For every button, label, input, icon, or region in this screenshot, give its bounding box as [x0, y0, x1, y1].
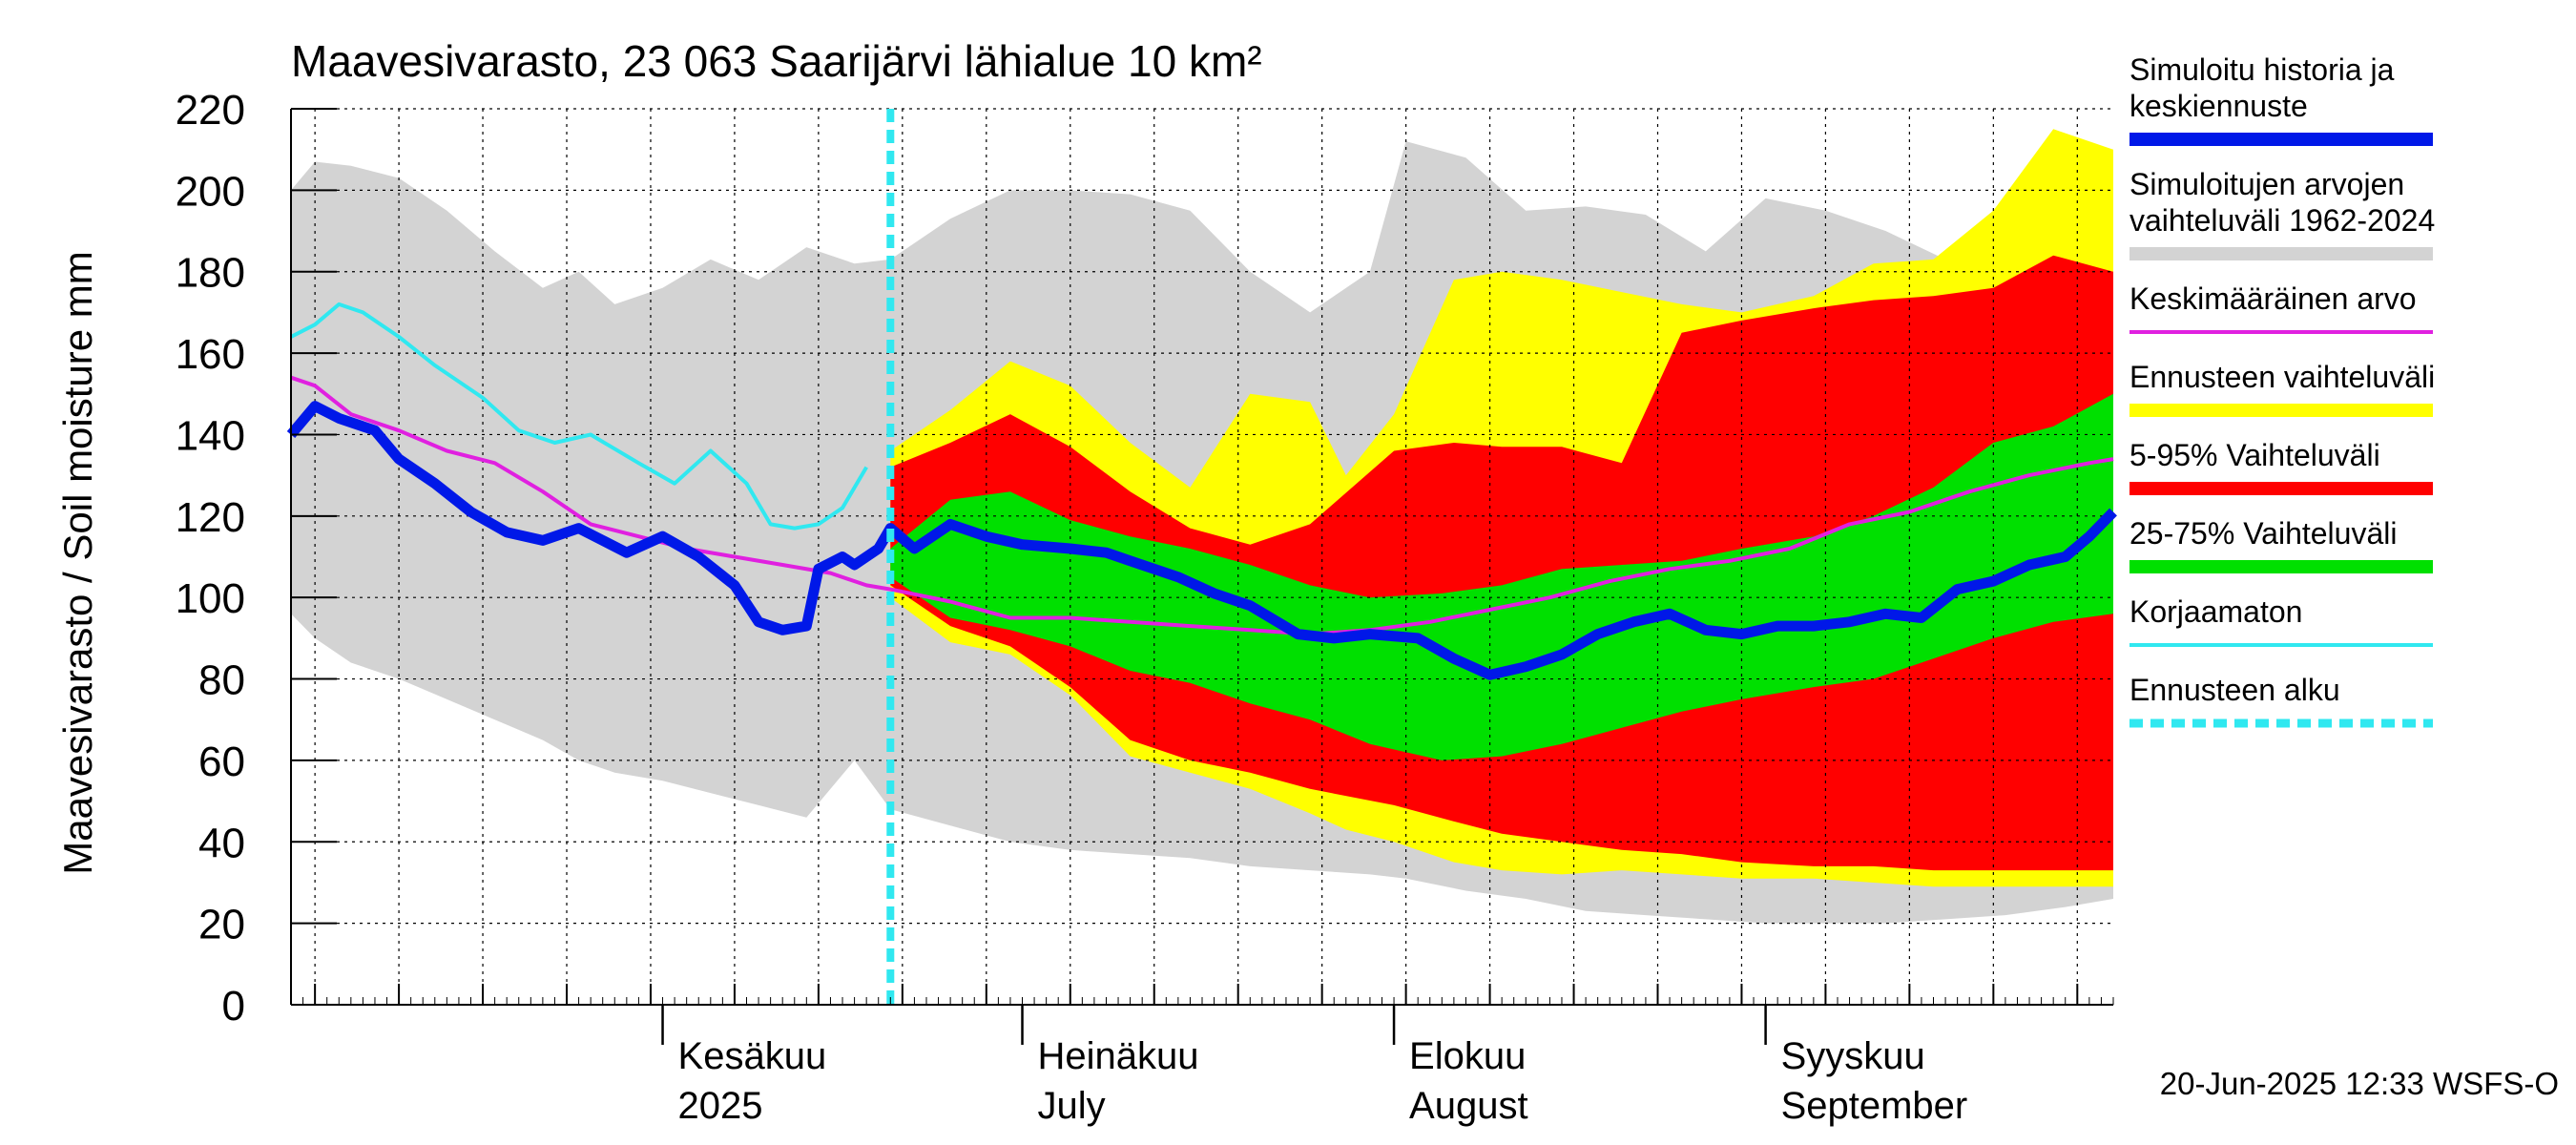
band-5-95-vaihteluvali	[890, 255, 2113, 871]
line-keskimaarainen-arvo	[290, 375, 2114, 636]
legend-entry-5-95-vaihteluvali: 5-95% Vaihteluväli	[2129, 438, 2433, 495]
y-tick-label: 100	[176, 575, 245, 622]
legend-label: keskiennuste	[2129, 89, 2308, 123]
x-month-label: Syyskuu	[1781, 1035, 1925, 1077]
x-month-sublabel: August	[1409, 1085, 1528, 1127]
legend-label: Keskimääräinen arvo	[2129, 281, 2417, 316]
x-month-label: Heinäkuu	[1038, 1035, 1199, 1077]
chart-title: Maavesivarasto, 23 063 Saarijärvi lähial…	[291, 36, 1262, 86]
y-tick-label: 200	[176, 168, 245, 215]
band-25-75-vaihteluvali	[890, 393, 2113, 760]
plot-axes: 0 20 40 60 80 100 120 140 160 180 200 220 Kesäkuu 202…	[176, 87, 2114, 1127]
legend-entry-ennusteen-vaihteluvali: Ennusteen vaihteluväli	[2129, 360, 2435, 417]
legend-label: Ennusteen alku	[2129, 673, 2340, 707]
y-axis-label: Maavesivarasto / Soil moisture mm	[55, 251, 100, 875]
line-simuloitu-historia-ja-keskiennuste	[286, 401, 2117, 680]
x-month-sublabel: July	[1038, 1085, 1106, 1127]
legend-label: Simuloitu historia ja	[2129, 52, 2395, 87]
legend-entry-keskimaarainen-arvo: Keskimääräinen arvo	[2129, 281, 2433, 334]
x-month-sublabel: September	[1781, 1085, 1968, 1127]
y-tick-label: 60	[198, 739, 245, 785]
footer-timestamp: 20-Jun-2025 12:33 WSFS-O	[2160, 1066, 2559, 1101]
legend-label: Korjaamaton	[2129, 594, 2302, 629]
legend-entry-korjaamaton: Korjaamaton	[2129, 594, 2433, 647]
legend: Simuloitu historia jakeskiennusteSimuloi…	[2129, 52, 2435, 728]
y-tick-label: 40	[198, 820, 245, 866]
y-tick-label: 140	[176, 412, 245, 459]
y-tick-label: 120	[176, 494, 245, 541]
y-tick-label: 220	[176, 87, 245, 134]
line-korjaamaton	[290, 302, 868, 531]
plot-grid	[291, 108, 2113, 1005]
y-tick-label: 20	[198, 902, 245, 948]
x-month-label: Elokuu	[1409, 1035, 1526, 1077]
legend-label: Simuloitujen arvojen	[2129, 167, 2404, 201]
plot-bands	[291, 129, 2113, 924]
legend-label: vaihteluväli 1962-2024	[2129, 203, 2435, 238]
x-month-sublabel: 2025	[678, 1085, 763, 1127]
plot-lines	[286, 109, 2117, 1005]
x-month-label: Kesäkuu	[678, 1035, 827, 1077]
y-tick-label: 0	[222, 983, 245, 1030]
legend-label: 5-95% Vaihteluväli	[2129, 438, 2380, 472]
y-tick-label: 180	[176, 250, 245, 297]
y-tick-label: 80	[198, 657, 245, 704]
y-tick-label: 160	[176, 331, 245, 378]
legend-label: 25-75% Vaihteluväli	[2129, 516, 2397, 551]
legend-label: Ennusteen vaihteluväli	[2129, 360, 2435, 394]
legend-entry-ennusteen-alku: Ennusteen alku	[2129, 673, 2433, 728]
legend-entry-25-75-vaihteluvali: 25-75% Vaihteluväli	[2129, 516, 2433, 573]
